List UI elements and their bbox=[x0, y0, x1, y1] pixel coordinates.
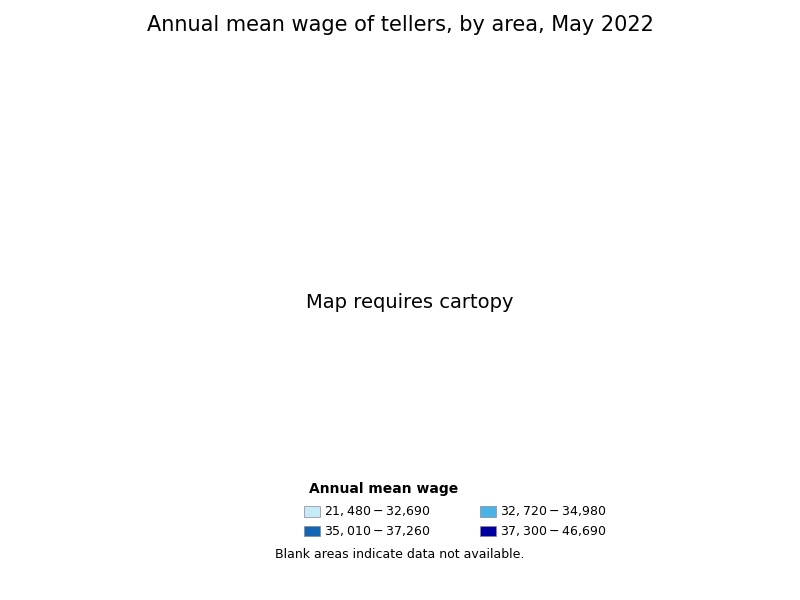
Text: Blank areas indicate data not available.: Blank areas indicate data not available. bbox=[275, 548, 525, 562]
Text: $35,010 - $37,260: $35,010 - $37,260 bbox=[324, 524, 430, 538]
Text: $32,720 - $34,980: $32,720 - $34,980 bbox=[500, 504, 606, 518]
Text: Map requires cartopy: Map requires cartopy bbox=[306, 293, 514, 313]
Text: Annual mean wage of tellers, by area, May 2022: Annual mean wage of tellers, by area, Ma… bbox=[146, 15, 654, 35]
Text: Annual mean wage: Annual mean wage bbox=[310, 482, 458, 496]
Text: $37,300 - $46,690: $37,300 - $46,690 bbox=[500, 524, 606, 538]
Text: $21,480 - $32,690: $21,480 - $32,690 bbox=[324, 504, 430, 518]
